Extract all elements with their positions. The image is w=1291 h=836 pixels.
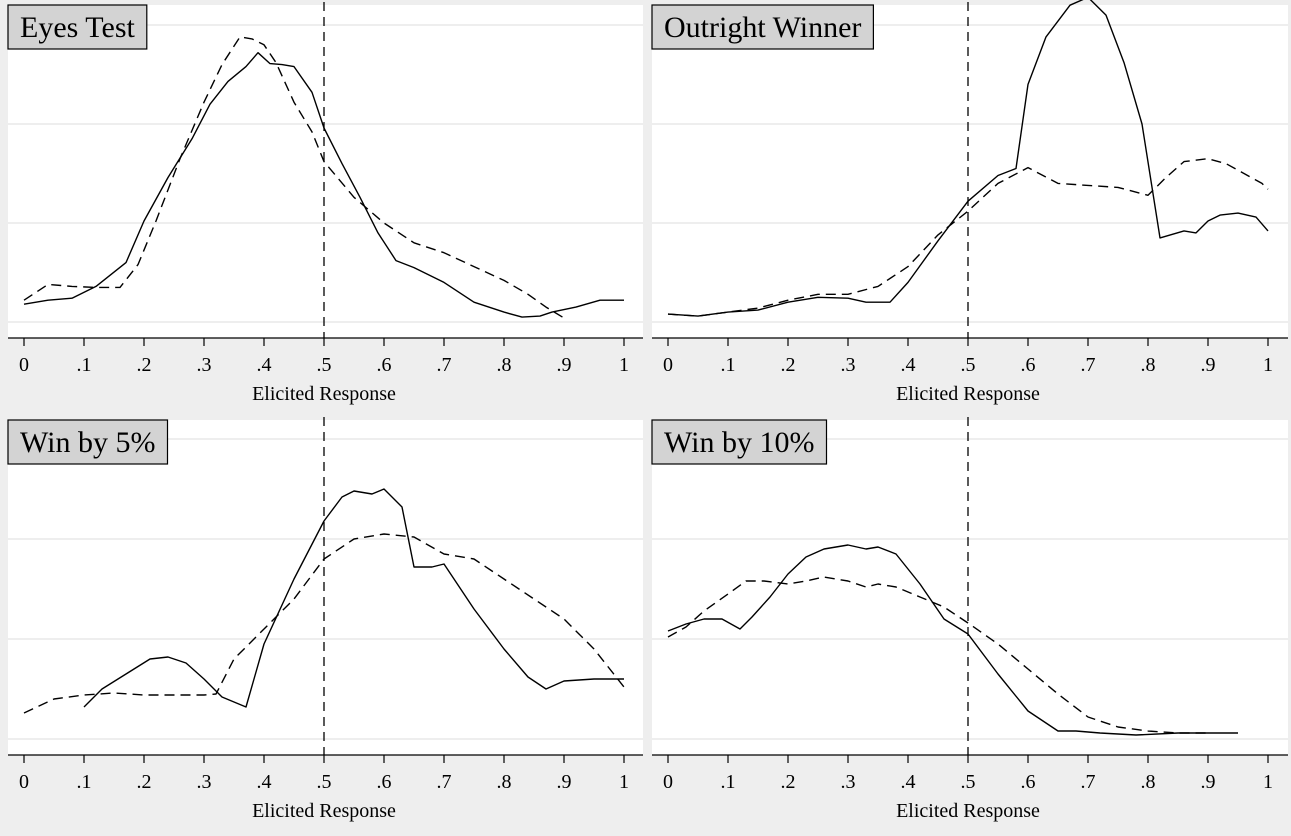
x-tick-label: .3: [841, 771, 856, 793]
x-axis-label: Elicited Response: [252, 383, 396, 405]
x-tick-label: 0: [663, 771, 673, 793]
title-box: Eyes Test: [7, 4, 148, 50]
series-line-dashed: [23, 36, 565, 319]
x-tick-label: .6: [377, 771, 392, 793]
x-tick-label: .1: [77, 354, 92, 376]
chart-title: Win by 10%: [664, 426, 814, 459]
x-tick-label: .5: [317, 771, 332, 793]
title-background: [651, 419, 828, 465]
series-line-solid: [23, 52, 624, 318]
x-tick-label: .6: [1021, 354, 1036, 376]
title-background: [7, 4, 148, 50]
x-tick-label: .7: [1081, 354, 1096, 376]
chart-title: Eyes Test: [20, 11, 135, 44]
plot-area: [652, 5, 1288, 338]
x-tick-label: .1: [721, 354, 736, 376]
x-tick-label: 0: [663, 354, 673, 376]
x-tick-label: .1: [77, 771, 92, 793]
x-axis-label: Elicited Response: [896, 383, 1040, 405]
series-line-dashed: [667, 576, 1208, 734]
title-background: [651, 4, 874, 50]
chart-title: Outright Winner: [664, 11, 861, 44]
series-line-dashed: [23, 533, 625, 714]
x-axis-label: Elicited Response: [896, 800, 1040, 822]
x-tick-label: .8: [497, 771, 512, 793]
x-tick-label: .9: [557, 354, 572, 376]
panel-outright-winner: 0 .1 .2 .3 .4 .5 .6 .7 .8 .9 1 Elicited Response Out…: [651, 0, 1288, 405]
series-line-solid: [667, 544, 1238, 736]
x-tick-label: .4: [901, 354, 916, 376]
x-tick-label: 1: [1263, 771, 1273, 793]
x-tick-label: .8: [1141, 771, 1156, 793]
x-tick-label: .2: [137, 354, 152, 376]
plot-area: [8, 420, 643, 755]
x-tick-label: .8: [1141, 354, 1156, 376]
x-tick-label: .2: [781, 354, 796, 376]
x-tick-label: .6: [1021, 771, 1036, 793]
x-tick-label: .4: [257, 354, 272, 376]
x-tick-label: 1: [619, 771, 629, 793]
x-tick-label: 0: [19, 771, 29, 793]
x-tick-label: .6: [377, 354, 392, 376]
x-tick-label: 1: [1263, 354, 1273, 376]
x-tick-label: .5: [961, 771, 976, 793]
x-tick-label: 0: [19, 354, 29, 376]
x-tick-label: .4: [901, 771, 916, 793]
x-tick-label: .8: [497, 354, 512, 376]
x-tick-label: .1: [721, 771, 736, 793]
x-tick-label: .4: [257, 771, 272, 793]
x-tick-label: 1: [619, 354, 629, 376]
title-background: [7, 419, 169, 465]
x-tick-label: .7: [437, 354, 452, 376]
series-line-dashed: [667, 157, 1269, 317]
x-tick-label: .7: [437, 771, 452, 793]
chart-title: Win by 5%: [20, 426, 155, 459]
x-tick-label: .5: [961, 354, 976, 376]
title-box: Win by 10%: [651, 419, 828, 465]
panel-win-by-5: 0 .1 .2 .3 .4 .5 .6 .7 .8 .9 1 Elicited Response Win…: [7, 417, 643, 822]
panel-eyes-test: 0 .1 .2 .3 .4 .5 .6 .7 .8 .9 1 Elicited Response Eye…: [7, 2, 643, 405]
x-axis-label: Elicited Response: [252, 800, 396, 822]
x-tick-label: .3: [197, 771, 212, 793]
panel-win-by-10: 0 .1 .2 .3 .4 .5 .6 .7 .8 .9 1 Elicited Response Win…: [651, 417, 1288, 822]
series-line-solid: [667, 0, 1269, 317]
x-tick-label: .9: [557, 771, 572, 793]
series-line-solid: [83, 488, 624, 708]
x-tick-label: .3: [197, 354, 212, 376]
x-tick-label: .5: [317, 354, 332, 376]
title-box: Win by 5%: [7, 419, 169, 465]
x-tick-label: .3: [841, 354, 856, 376]
title-box: Outright Winner: [651, 4, 874, 50]
x-tick-label: .2: [137, 771, 152, 793]
x-tick-label: .9: [1201, 771, 1216, 793]
x-tick-label: .7: [1081, 771, 1096, 793]
plot-area: [8, 5, 643, 338]
x-tick-label: .2: [781, 771, 796, 793]
plot-area: [652, 420, 1288, 755]
x-tick-label: .9: [1201, 354, 1216, 376]
